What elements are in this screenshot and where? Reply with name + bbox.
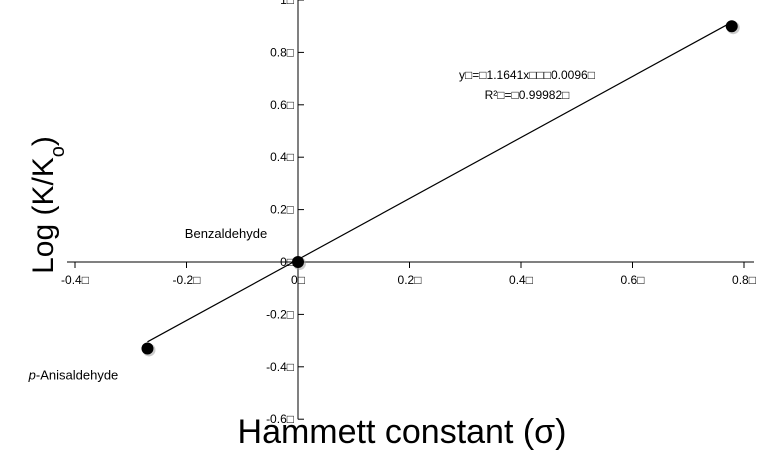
x-tick-label: 0.8□ — [732, 273, 756, 287]
data-points — [141, 20, 740, 357]
y-axis-label-subscript: o — [47, 146, 69, 157]
x-axis-label: Hammett constant (σ) — [238, 413, 567, 451]
y-tick-label: -0.6□ — [266, 412, 294, 426]
y-ticks: 1□ 0.8□ 0.6□ 0.4□ 0.2□ 0□ -0.2□ -0.4□ -0.6□ — [266, 0, 304, 426]
point-label-italic: p — [28, 367, 36, 382]
point-label: p-Anisaldehyde — [28, 367, 119, 382]
point-label-rest: -Anisaldehyde — [36, 367, 118, 382]
y-tick-label: 0.4□ — [270, 150, 294, 164]
point-label: Benzaldehyde — [185, 226, 267, 241]
x-tick-label: 0.6□ — [621, 273, 645, 287]
point-label: 4-Nitrobenzaldehyde — [672, 0, 765, 3]
y-tick-label: -0.2□ — [266, 307, 294, 321]
x-tick-label: 0.4□ — [509, 273, 533, 287]
y-axis-label: Log (K/Ko) — [27, 136, 69, 274]
axes — [67, 0, 754, 420]
trendline — [147, 21, 733, 343]
y-tick-label: 0□ — [280, 255, 294, 269]
x-tick-label: -0.4□ — [61, 273, 89, 287]
trendline-equation: y□=□1.1641x□□□0.0096□ — [459, 68, 595, 82]
y-axis-label-close: ) — [27, 136, 60, 146]
x-tick-label: -0.2□ — [173, 273, 201, 287]
data-point — [292, 256, 304, 268]
data-point — [725, 20, 738, 33]
y-tick-label: 0.8□ — [270, 45, 294, 59]
x-tick-label: 0□ — [291, 273, 305, 287]
r-squared-label: R²□=□0.99982□ — [485, 88, 570, 102]
point-label-text: Benzaldehyde — [185, 226, 267, 241]
y-axis-label-main: Log (K/K — [27, 157, 60, 274]
y-tick-label: 0.6□ — [270, 98, 294, 112]
y-tick-label: 1□ — [280, 0, 294, 7]
x-ticks: -0.4□ -0.2□ 0□ 0.2□ 0.4□ 0.6□ 0.8□ — [61, 262, 756, 287]
point-label-text: 4-Nitrobenzaldehyde — [672, 0, 765, 3]
y-tick-label: 0.2□ — [270, 203, 294, 217]
point-labels: p-Anisaldehyde Benzaldehyde 4-Nitrobenzald… — [28, 0, 765, 382]
y-tick-label: -0.4□ — [266, 360, 294, 374]
data-point — [141, 342, 154, 355]
x-tick-label: 0.2□ — [398, 273, 422, 287]
